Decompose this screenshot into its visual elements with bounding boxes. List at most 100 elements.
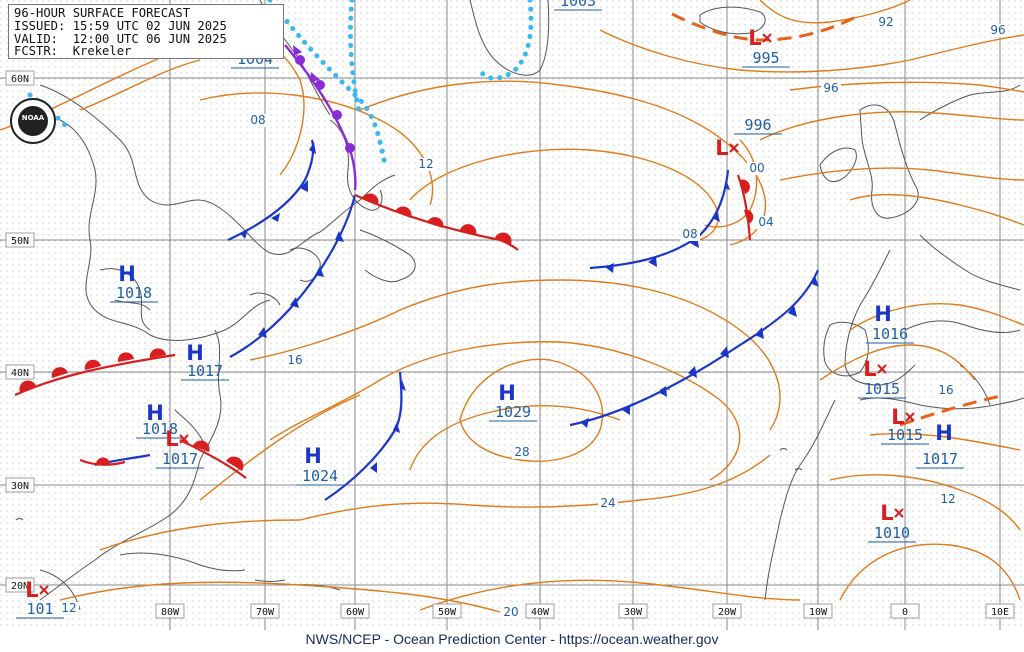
isobar-label-bg — [416, 158, 436, 171]
isobar-label-bg — [501, 606, 521, 619]
high-icon: H — [186, 341, 204, 365]
isobar-label: 12 — [940, 492, 955, 506]
noaa-logo: NOAA — [10, 98, 56, 144]
latitude-labels: 60N 50N 40N 30N 20N — [5, 70, 35, 593]
isobar-label: 20 — [503, 605, 518, 619]
lat-label: 20N — [11, 581, 29, 592]
pressure-value: 1017 — [922, 450, 958, 468]
pressure-value: 1016 — [872, 325, 908, 343]
lat-label: 40N — [11, 368, 29, 379]
isobar-label: 12 — [418, 157, 433, 171]
lon-label-box — [250, 603, 280, 619]
pressure-value: 1029 — [495, 403, 531, 421]
lon-label: 30W — [624, 607, 643, 618]
isobar-label: 28 — [514, 445, 529, 459]
pressure-value: 101 — [26, 600, 53, 618]
warm-fronts — [14, 174, 752, 479]
isobar-label: 12 — [61, 601, 76, 615]
lon-label-box — [525, 603, 555, 619]
footer-credit: NWS/NCEP - Ocean Prediction Center - htt… — [305, 631, 719, 647]
noaa-logo-text: NOAA — [21, 114, 45, 122]
isobar-label: 00 — [749, 161, 764, 175]
low-center-x-icon — [179, 434, 189, 444]
lon-label-box — [155, 603, 185, 619]
lon-label-box — [340, 603, 370, 619]
pressure-value: 1010 — [874, 524, 910, 542]
longitude-labels: 80W 70W 60W 50W 40W 30W 20W 10W 0 10E — [155, 603, 1015, 619]
isobar-label-bg — [756, 216, 776, 229]
isobar-label: 96 — [823, 81, 838, 95]
high-icon: H — [146, 401, 164, 425]
lat-label-box — [5, 70, 35, 86]
pressure-value: 1018 — [142, 420, 178, 438]
pressure-value: 1003 — [560, 0, 596, 10]
lat-label-box — [5, 364, 35, 380]
high-icon: H — [304, 444, 322, 468]
lon-label-box — [985, 603, 1015, 619]
pressure-value: 1017 — [187, 362, 223, 380]
lon-label: 60W — [346, 607, 365, 618]
isobar-label: 24 — [600, 496, 615, 510]
forecast-header: 96-HOUR SURFACE FORECAST ISSUED: 15:59 U… — [8, 4, 284, 59]
lat-label: 30N — [11, 481, 29, 492]
isobar-label-bg — [285, 354, 305, 367]
isobar-label: 92 — [878, 15, 893, 29]
low-pressure-center: L 996 — [715, 116, 782, 160]
isobar-label: 08 — [682, 227, 697, 241]
isobar-label-bg — [59, 602, 79, 615]
low-center-x-icon — [894, 508, 904, 518]
low-pressure-center: 1003 — [554, 0, 602, 11]
low-center-x-icon — [762, 33, 772, 43]
lat-label: 50N — [11, 236, 29, 247]
lat-label-box — [5, 232, 35, 248]
lon-label: 20W — [718, 607, 737, 618]
lat-label: 60N — [11, 74, 29, 85]
low-icon: L — [165, 427, 178, 451]
header-valid: VALID: 12:00 UTC 06 JUN 2025 — [14, 31, 227, 46]
low-icon: L — [25, 578, 38, 602]
lon-label: 10E — [991, 607, 1009, 618]
pressure-value: 1017 — [162, 450, 198, 468]
header-forecaster: FCSTR: Krekeler — [14, 44, 132, 59]
isobar-label: 16 — [287, 353, 302, 367]
isobar-label-bg — [876, 16, 896, 29]
low-center-x-icon — [39, 585, 49, 595]
isobar-label-bg — [936, 384, 956, 397]
pressure-value: 996 — [744, 116, 771, 134]
isobar-labels: 08 12 16 20 24 28 92 96 96 00 04 08 12 16 12 — [59, 15, 1008, 619]
low-icon: L — [863, 357, 876, 381]
low-icon: L — [715, 136, 728, 160]
isobar-label: 08 — [250, 113, 265, 127]
noaa-logo-icon — [18, 106, 48, 136]
low-icon: L — [880, 501, 893, 525]
low-center-x-icon — [905, 412, 915, 422]
high-icon: H — [498, 381, 516, 405]
lon-label-box — [432, 603, 462, 619]
warm-front-bumps — [19, 179, 754, 471]
isobar-label-bg — [938, 493, 958, 506]
low-icon: L — [748, 26, 761, 50]
lon-label: 50W — [438, 607, 457, 618]
surface-chart: 60N 50N 40N 30N 20N 80W 70W 60W 50W 40W 30W 20W 10W… — [0, 0, 1024, 630]
low-center-x-icon — [877, 364, 887, 374]
isobar-label-bg — [248, 114, 268, 127]
lon-label: 70W — [256, 607, 275, 618]
pressure-value: 1024 — [302, 467, 338, 485]
low-center-x-icon — [729, 143, 739, 153]
pressure-value: 1015 — [887, 426, 923, 444]
isobar-label-bg — [598, 497, 618, 510]
lon-label: 40W — [531, 607, 550, 618]
isobar-label-bg — [821, 82, 841, 95]
isobar-label-bg — [680, 228, 700, 241]
